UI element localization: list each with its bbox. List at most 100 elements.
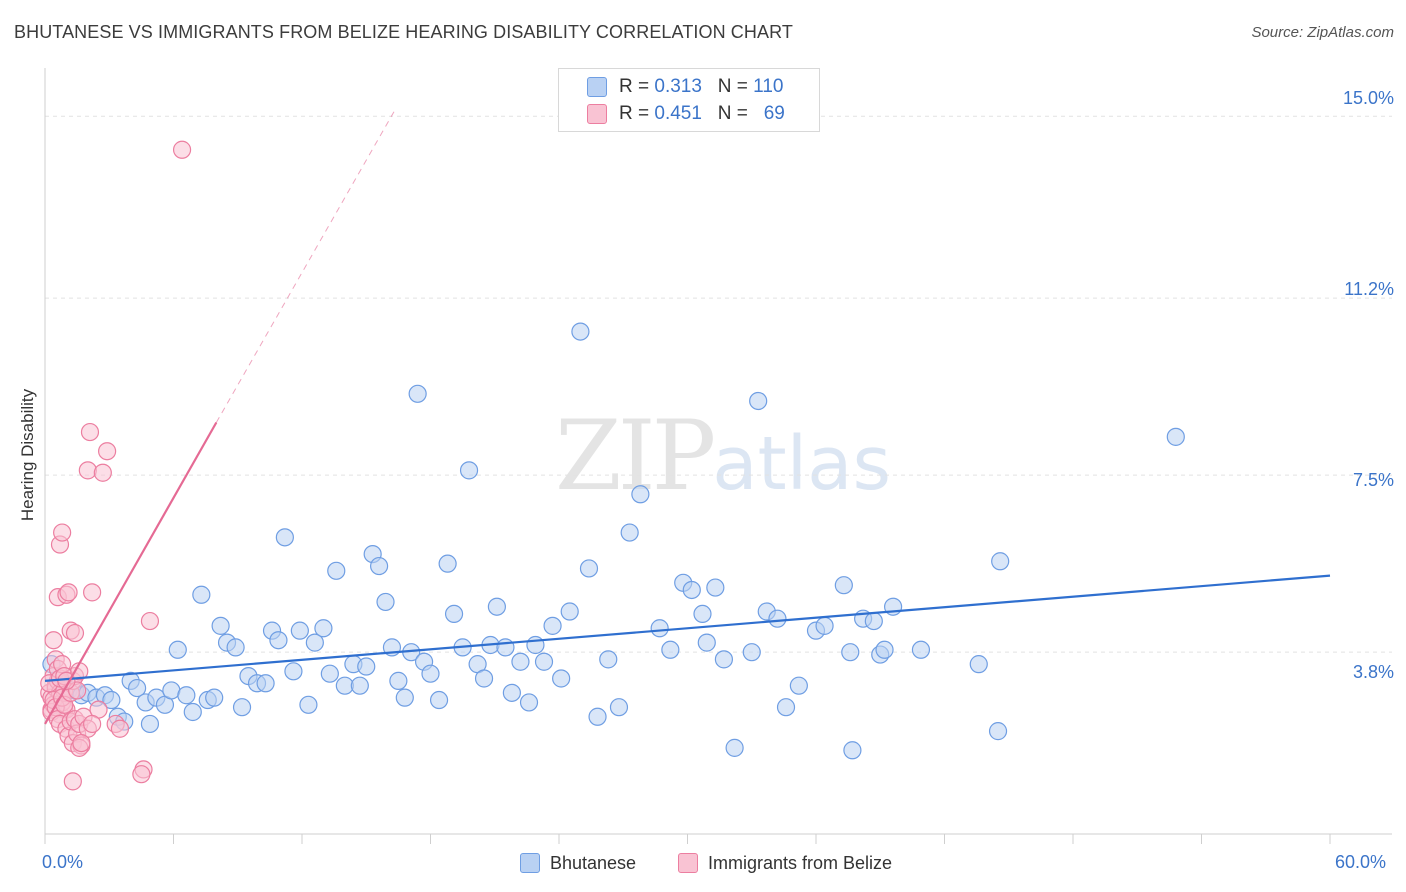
data-point — [232, 698, 252, 717]
data-point — [299, 695, 318, 714]
data-point — [534, 652, 554, 671]
data-point — [697, 633, 716, 652]
data-point — [429, 690, 449, 710]
legend-swatch — [520, 853, 540, 873]
legend-swatch — [678, 853, 698, 873]
y-axis-label: Hearing Disability — [18, 388, 37, 522]
data-point — [588, 707, 607, 726]
data-point — [706, 578, 725, 597]
data-point — [843, 741, 862, 760]
data-point — [444, 604, 464, 623]
data-point — [59, 583, 78, 602]
n-value: 69 — [763, 103, 785, 124]
data-point — [83, 714, 102, 734]
data-point — [620, 523, 639, 542]
data-point — [183, 702, 202, 722]
data-point — [714, 650, 734, 669]
data-point — [370, 556, 389, 576]
n-label: N = — [717, 103, 748, 124]
data-point — [496, 638, 515, 657]
data-point — [72, 733, 91, 753]
data-point — [205, 688, 224, 707]
data-point — [579, 559, 599, 578]
axes — [44, 68, 1392, 844]
data-point — [776, 698, 796, 717]
data-point — [725, 738, 744, 757]
data-point — [511, 652, 530, 671]
data-point — [438, 554, 457, 573]
data-point — [140, 714, 160, 734]
data-point — [650, 619, 669, 638]
data-point — [864, 611, 883, 631]
data-point — [693, 604, 712, 623]
data-point — [875, 640, 894, 659]
data-point — [211, 616, 230, 635]
legend-swatch — [587, 77, 607, 97]
data-point — [742, 643, 761, 662]
data-point — [256, 674, 275, 693]
data-point — [192, 585, 211, 604]
source-credit: Source: ZipAtlas.com — [1251, 24, 1394, 41]
data-point — [127, 678, 147, 698]
data-point — [93, 463, 112, 482]
data-point — [834, 576, 853, 595]
trend-line — [44, 574, 1331, 682]
data-point — [162, 681, 181, 700]
trend-lines — [44, 111, 1331, 725]
data-point — [609, 698, 629, 717]
correlation-legend: R = 0.313 N = 110 R = 0.451 N = 69 — [558, 68, 820, 132]
watermark-atlas: atlas — [712, 421, 892, 507]
data-point — [911, 640, 931, 659]
legend-swatch — [587, 104, 607, 124]
data-point — [63, 772, 82, 791]
y-tick-label: 11.2% — [1344, 279, 1394, 299]
data-point — [376, 592, 395, 612]
data-point — [599, 650, 618, 669]
r-label: R = — [619, 103, 650, 124]
data-point — [269, 631, 288, 650]
data-point — [459, 461, 479, 480]
data-point — [543, 616, 562, 635]
data-point — [357, 657, 376, 676]
data-point — [226, 638, 245, 657]
legend-item-belize: Immigrants from Belize — [678, 853, 892, 874]
data-point — [80, 422, 100, 442]
gridlines — [45, 115, 1392, 653]
data-point — [350, 676, 369, 695]
y-tick-label: 15.0% — [1342, 88, 1394, 108]
data-point — [102, 690, 121, 710]
data-point — [172, 140, 192, 159]
legend-label: Bhutanese — [550, 853, 637, 873]
data-point — [305, 633, 324, 652]
data-point — [327, 561, 346, 580]
data-point — [275, 528, 294, 547]
data-point — [487, 597, 506, 616]
data-point — [631, 485, 650, 504]
data-point — [408, 384, 427, 403]
r-value: 0.451 — [654, 103, 702, 124]
data-point — [98, 442, 117, 461]
data-point — [841, 643, 860, 662]
data-point — [132, 765, 151, 784]
data-point — [177, 686, 196, 705]
data-point — [110, 719, 130, 738]
data-point — [421, 664, 440, 683]
r-value: 0.313 — [654, 76, 702, 97]
chart-title: BHUTANESE VS IMMIGRANTS FROM BELIZE HEAR… — [14, 22, 793, 42]
data-point — [988, 722, 1008, 741]
legend-stats: R = 0.313 N = 110 — [619, 76, 783, 98]
data-point — [140, 611, 160, 631]
data-point — [83, 583, 102, 602]
data-point — [284, 662, 303, 681]
data-point — [53, 523, 72, 542]
y-tick-label: 7.5% — [1352, 470, 1394, 490]
x-tick-label: 60.0% — [1335, 852, 1387, 872]
trend-line-extension — [215, 111, 395, 423]
r-label: R = — [619, 76, 650, 97]
y-tick-label: 3.8% — [1352, 662, 1394, 682]
data-point — [571, 322, 590, 341]
data-point — [290, 621, 309, 640]
data-point — [560, 602, 579, 621]
data-point — [320, 664, 339, 683]
data-point — [682, 580, 701, 600]
